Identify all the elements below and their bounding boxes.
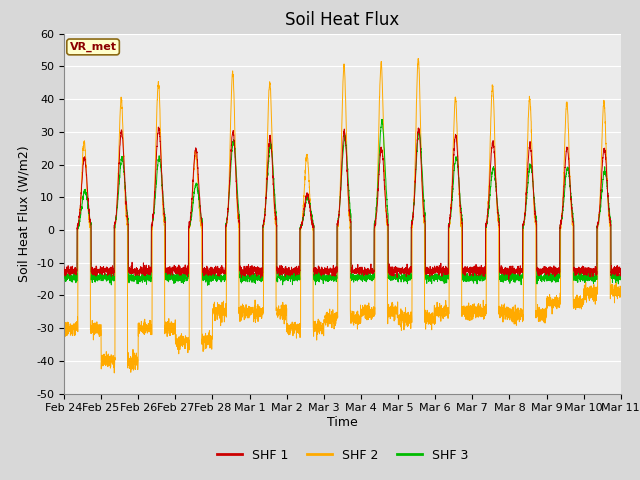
Text: VR_met: VR_met xyxy=(70,42,116,52)
X-axis label: Time: Time xyxy=(327,416,358,429)
Y-axis label: Soil Heat Flux (W/m2): Soil Heat Flux (W/m2) xyxy=(17,145,31,282)
Title: Soil Heat Flux: Soil Heat Flux xyxy=(285,11,399,29)
Legend: SHF 1, SHF 2, SHF 3: SHF 1, SHF 2, SHF 3 xyxy=(212,444,473,467)
